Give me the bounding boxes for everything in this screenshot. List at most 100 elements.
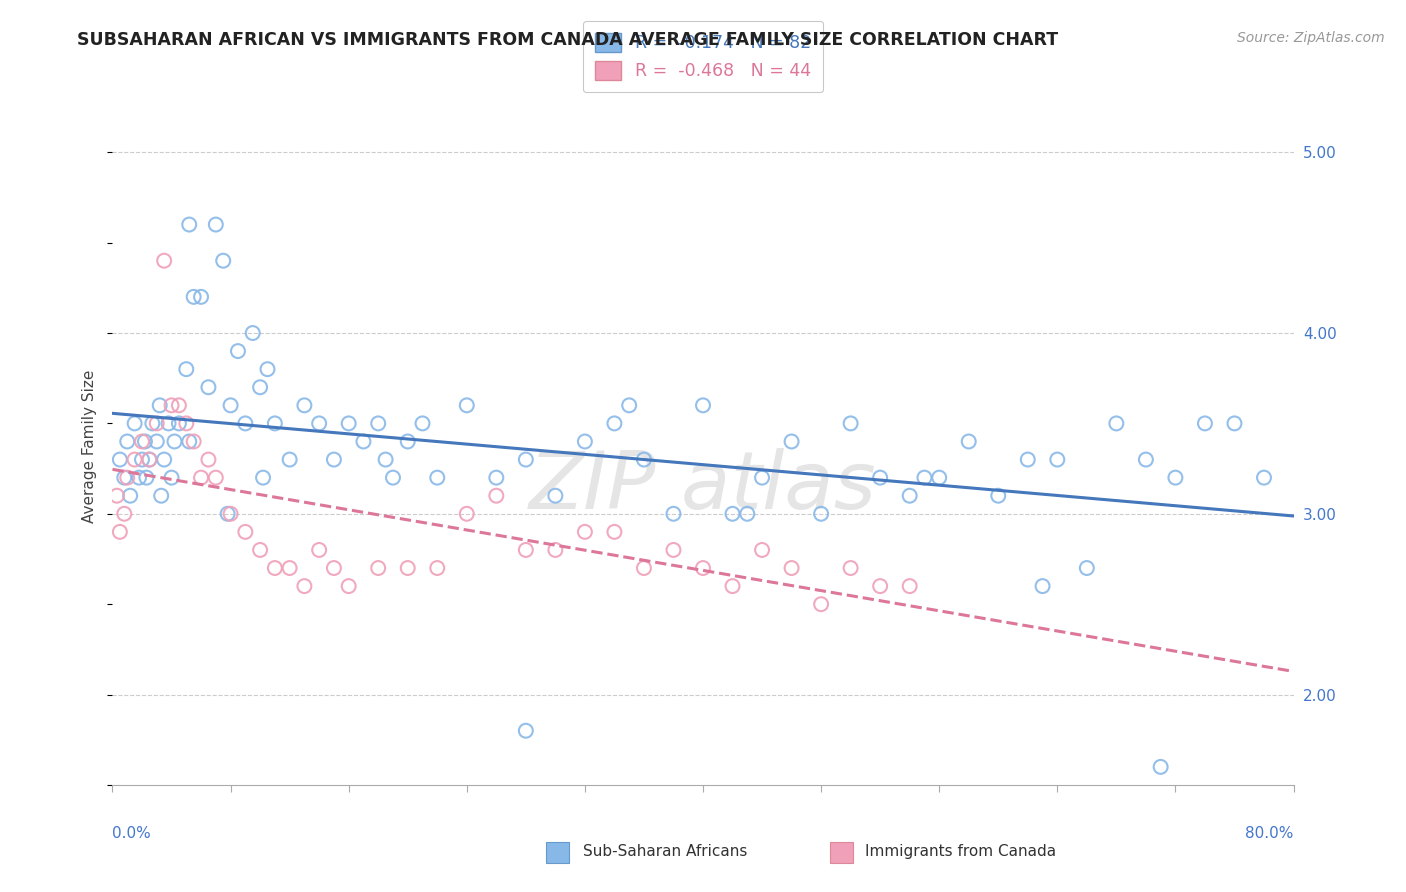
Point — [515, 452, 537, 467]
Point — [174, 417, 197, 431]
Point — [337, 417, 360, 431]
Point — [396, 561, 419, 575]
Point — [167, 417, 190, 431]
Point — [515, 723, 537, 738]
Point — [190, 290, 212, 304]
Point — [869, 470, 891, 484]
Point — [426, 561, 449, 575]
Point — [308, 417, 330, 431]
Point — [256, 362, 278, 376]
Y-axis label: Average Family Size: Average Family Size — [82, 369, 97, 523]
Point — [869, 579, 891, 593]
Point — [219, 507, 242, 521]
Point — [183, 434, 205, 449]
Point — [249, 380, 271, 394]
Point — [117, 470, 138, 484]
Point — [485, 489, 508, 503]
Point — [987, 489, 1010, 503]
Point — [1135, 452, 1157, 467]
Point — [128, 470, 150, 484]
Point — [574, 434, 596, 449]
Point — [212, 253, 235, 268]
Point — [252, 470, 274, 484]
Point — [153, 452, 176, 467]
Point — [134, 434, 156, 449]
Point — [426, 470, 449, 484]
Point — [810, 507, 832, 521]
Point — [141, 417, 163, 431]
Point — [544, 543, 567, 558]
Point — [197, 452, 219, 467]
Point — [174, 362, 197, 376]
Point — [205, 218, 228, 232]
Point — [292, 579, 315, 593]
Point — [1076, 561, 1098, 575]
Point — [412, 417, 434, 431]
Point — [233, 417, 256, 431]
Point — [1253, 470, 1275, 484]
Point — [751, 543, 773, 558]
Point — [217, 507, 239, 521]
Text: Source: ZipAtlas.com: Source: ZipAtlas.com — [1237, 31, 1385, 45]
Point — [839, 417, 862, 431]
Point — [124, 452, 146, 467]
Point — [146, 434, 169, 449]
Point — [456, 507, 478, 521]
Point — [197, 380, 219, 394]
Point — [149, 398, 172, 412]
Point — [352, 434, 374, 449]
Point — [633, 561, 655, 575]
Point — [367, 561, 389, 575]
Point — [167, 398, 190, 412]
Point — [163, 434, 186, 449]
Point — [226, 344, 249, 359]
Point — [1105, 417, 1128, 431]
Point — [544, 489, 567, 503]
Point — [898, 579, 921, 593]
Point — [219, 398, 242, 412]
Point — [323, 561, 346, 575]
Point — [160, 398, 183, 412]
Point — [124, 417, 146, 431]
Point — [131, 452, 153, 467]
Point — [515, 543, 537, 558]
Point — [308, 543, 330, 558]
Point — [205, 470, 228, 484]
Text: 80.0%: 80.0% — [1246, 826, 1294, 840]
Point — [1194, 417, 1216, 431]
Point — [146, 417, 169, 431]
Point — [810, 597, 832, 611]
Point — [1164, 470, 1187, 484]
Point — [692, 561, 714, 575]
Point — [112, 470, 135, 484]
Point — [337, 579, 360, 593]
Point — [780, 561, 803, 575]
Point — [138, 452, 160, 467]
Point — [190, 470, 212, 484]
Text: Immigrants from Canada: Immigrants from Canada — [865, 845, 1056, 859]
Text: ZIP atlas: ZIP atlas — [529, 448, 877, 525]
Point — [179, 434, 201, 449]
Point — [249, 543, 271, 558]
Point — [153, 253, 176, 268]
Point — [1032, 579, 1054, 593]
Point — [292, 398, 315, 412]
Text: SUBSAHARAN AFRICAN VS IMMIGRANTS FROM CANADA AVERAGE FAMILY SIZE CORRELATION CHA: SUBSAHARAN AFRICAN VS IMMIGRANTS FROM CA… — [77, 31, 1059, 49]
Point — [396, 434, 419, 449]
Point — [633, 452, 655, 467]
Point — [108, 452, 131, 467]
Point — [751, 470, 773, 484]
Point — [914, 470, 936, 484]
Point — [485, 470, 508, 484]
Point — [780, 434, 803, 449]
Point — [737, 507, 759, 521]
Legend: R =  -0.174   N = 82, R =  -0.468   N = 44: R = -0.174 N = 82, R = -0.468 N = 44 — [582, 21, 824, 93]
Text: 0.0%: 0.0% — [112, 826, 152, 840]
Point — [264, 561, 287, 575]
Point — [456, 398, 478, 412]
Point — [108, 524, 131, 539]
Point — [839, 561, 862, 575]
Point — [112, 507, 135, 521]
Point — [135, 470, 157, 484]
Point — [1223, 417, 1246, 431]
